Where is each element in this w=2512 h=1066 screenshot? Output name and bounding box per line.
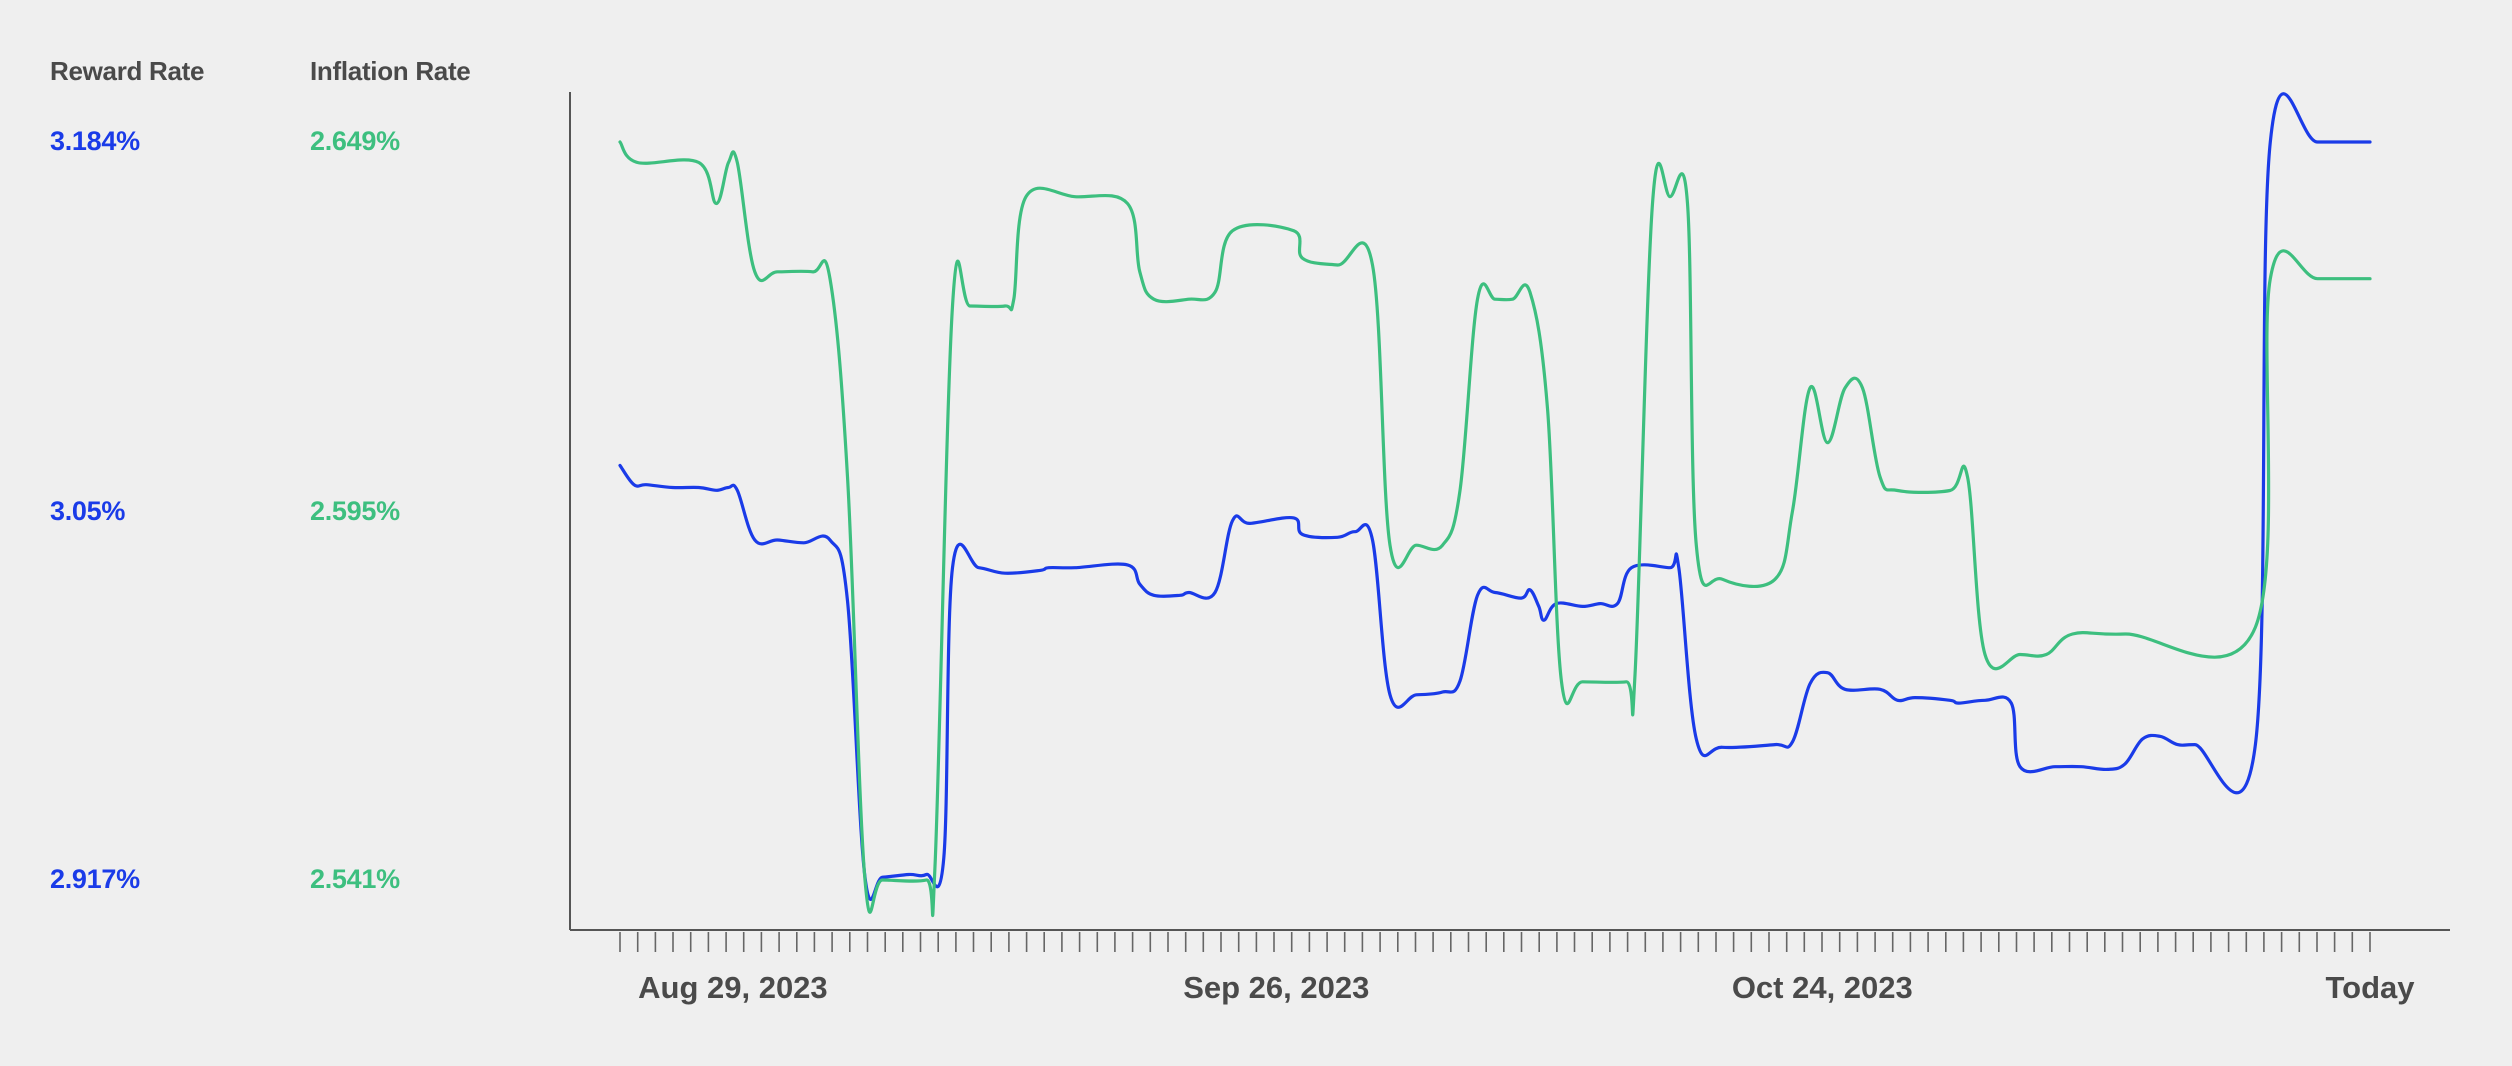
x-axis-label: Today xyxy=(2326,970,2416,1005)
x-axis-label: Sep 26, 2023 xyxy=(1183,970,1369,1005)
x-axis-ticks xyxy=(619,932,2371,952)
reward-rate-header: Reward Rate xyxy=(50,56,205,86)
inflation-rate-header: Inflation Rate xyxy=(310,56,471,86)
inflation-tick-max: 2.649% xyxy=(310,126,400,156)
inflation-tick-mid: 2.595% xyxy=(310,496,400,526)
x-axis-label: Oct 24, 2023 xyxy=(1732,970,1913,1005)
reward-rate-line xyxy=(618,92,2372,901)
reward-tick-max: 3.184% xyxy=(50,126,140,156)
x-axis-label: Aug 29, 2023 xyxy=(638,970,828,1005)
inflation-tick-min: 2.541% xyxy=(310,864,400,894)
reward-tick-mid: 3.05% xyxy=(50,496,126,526)
reward-tick-min: 2.917% xyxy=(50,864,140,894)
x-axis-labels: Aug 29, 2023 Sep 26, 2023 Oct 24, 2023 Toda… xyxy=(638,970,2415,1005)
inflation-rate-line xyxy=(618,140,2372,917)
